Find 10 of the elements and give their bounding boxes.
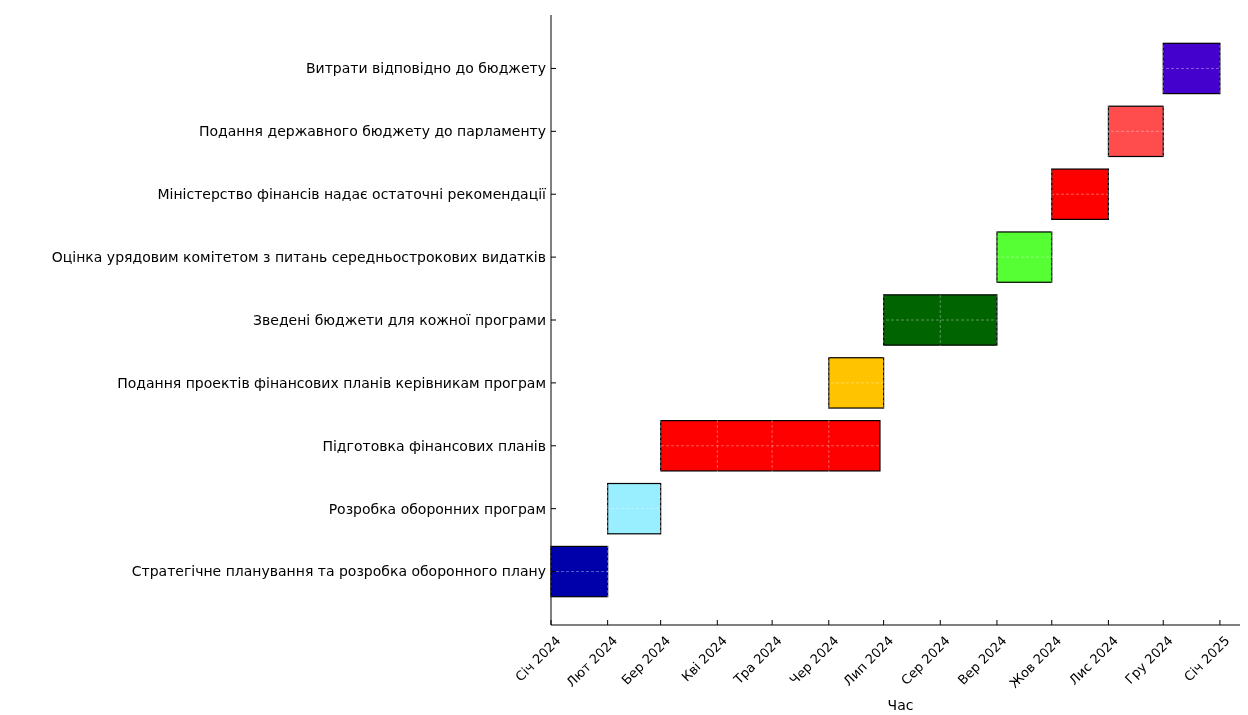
y-tick-label: Оцінка урядовим комітетом з питань середньострокових видатків <box>51 249 546 266</box>
y-tick-label: Міністерство фінансів надає остаточні рекомендації <box>157 186 547 203</box>
y-tick-label: Витрати відповідно до бюджету <box>305 60 546 77</box>
y-tick-label: Стратегічне планування та розробка оборонного плану <box>131 563 546 580</box>
y-tick-label: Розробка оборонних програм <box>328 500 546 517</box>
y-tick-label: Подання державного бюджету до парламенту <box>198 123 546 140</box>
y-tick-label: Зведені бюджети для кожної програми <box>253 311 546 328</box>
x-axis-title: Час <box>887 697 914 713</box>
y-tick-label: Подання проектів фінансових планів керівникам програм <box>117 374 546 391</box>
y-tick-label: Підготовка фінансових планів <box>322 437 546 454</box>
